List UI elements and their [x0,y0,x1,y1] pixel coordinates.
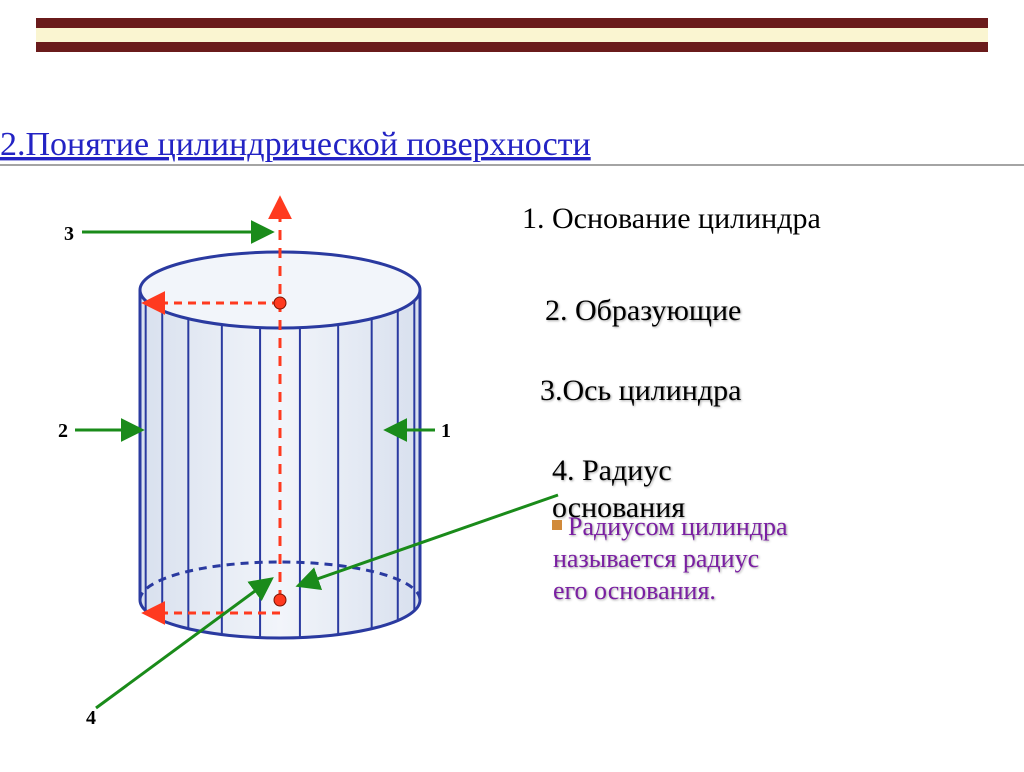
definition-item-1: 1. Основание цилиндра [522,202,821,235]
center-dot-bottom [274,594,286,606]
note-bullet [552,520,562,530]
top-bar-bottom-border [36,42,988,52]
definition-item-3: 3.Ось цилиндра [540,374,741,407]
callout-label-1: 1 [441,420,451,442]
note-line-2: называется радиус [553,544,759,573]
note-line-3: его основания. [553,576,716,605]
top-bar-top-border [36,18,988,28]
callout-label-3: 3 [64,223,74,245]
center-dot-top [274,297,286,309]
note-line-1: Радиусом цилиндра [568,512,788,541]
slide-title: 2.Понятие цилиндрической поверхности [0,126,591,163]
callout-label-2: 2 [58,420,68,442]
callout-label-4: 4 [86,707,96,729]
definition-item-2: 2. Образующие [545,294,741,327]
definition-item-4: 4. Радиус [552,454,672,487]
slide-canvas: 2.Понятие цилиндрической поверхности 1. О… [0,0,1024,767]
